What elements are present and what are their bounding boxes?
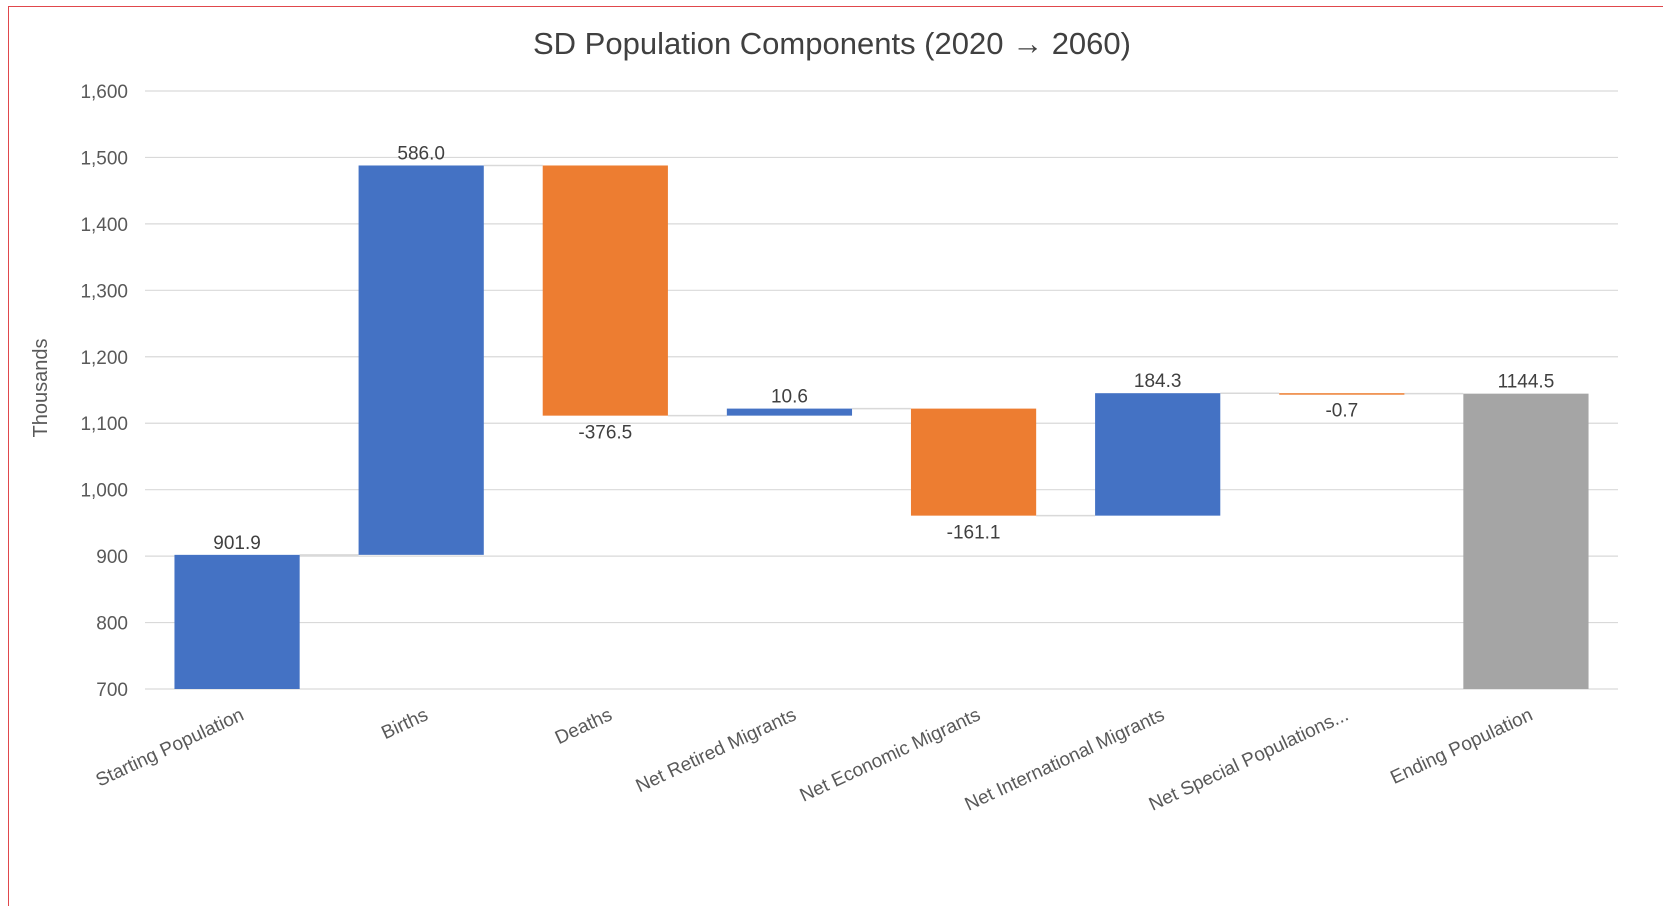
bar-deaths (542, 165, 668, 416)
data-label: 901.9 (213, 533, 261, 554)
y-axis-ticks: 700 800 900 1,000 1,100 1,200 1,300 1,400 1,500 1… (80, 82, 128, 701)
y-tick-label: 800 (96, 614, 128, 635)
data-label: -376.5 (578, 423, 632, 444)
x-category-label: Net International Migrants (962, 704, 1168, 815)
gridlines (145, 90, 1618, 690)
bar-net-economic-migrants (910, 408, 1037, 516)
y-tick-label: 1,400 (80, 215, 128, 236)
data-label: 184.3 (1134, 371, 1182, 392)
connectors (299, 164, 1464, 556)
data-labels: 901.9 586.0 -376.5 10.6 -161.1 184.3 -0.7 1144.… (213, 143, 1554, 553)
y-tick-label: 1,300 (80, 281, 128, 302)
bar-net-international-migrants (1095, 393, 1221, 516)
x-category-label: Deaths (552, 704, 615, 748)
chart-title: SD Population Components (2020 → 2060) (533, 26, 1131, 61)
data-label: 1144.5 (1498, 372, 1555, 393)
chart-frame (8, 6, 1663, 906)
x-category-label: Net Special Populations... (1146, 704, 1352, 815)
x-category-label: Net Retired Migrants (633, 704, 800, 797)
bar-starting-population (174, 554, 300, 689)
y-tick-label: 900 (96, 547, 128, 568)
bar-births (358, 165, 484, 555)
y-tick-label: 1,000 (80, 481, 128, 502)
y-tick-label: 1,100 (80, 414, 128, 435)
x-category-label: Starting Population (93, 704, 247, 791)
y-tick-label: 1,600 (80, 82, 128, 103)
data-label: -0.7 (1325, 401, 1358, 422)
y-axis-title: Thousands (30, 339, 52, 438)
x-category-label: Net Economic Migrants (797, 704, 984, 806)
data-label: 10.6 (771, 387, 808, 408)
bar-net-special-populations (1279, 393, 1405, 395)
category-labels: Starting Population Births Deaths Net Retir… (93, 704, 1536, 815)
bar-net-retired-migrants (726, 408, 853, 416)
data-label: -161.1 (947, 523, 1001, 544)
x-category-label: Births (378, 704, 431, 744)
bars (174, 165, 1589, 689)
data-label: 586.0 (397, 143, 445, 164)
x-category-label: Ending Population (1387, 704, 1536, 788)
y-tick-label: 1,200 (80, 348, 128, 369)
bar-ending-population (1463, 393, 1589, 689)
y-tick-label: 1,500 (80, 148, 128, 169)
y-tick-label: 700 (96, 680, 128, 701)
